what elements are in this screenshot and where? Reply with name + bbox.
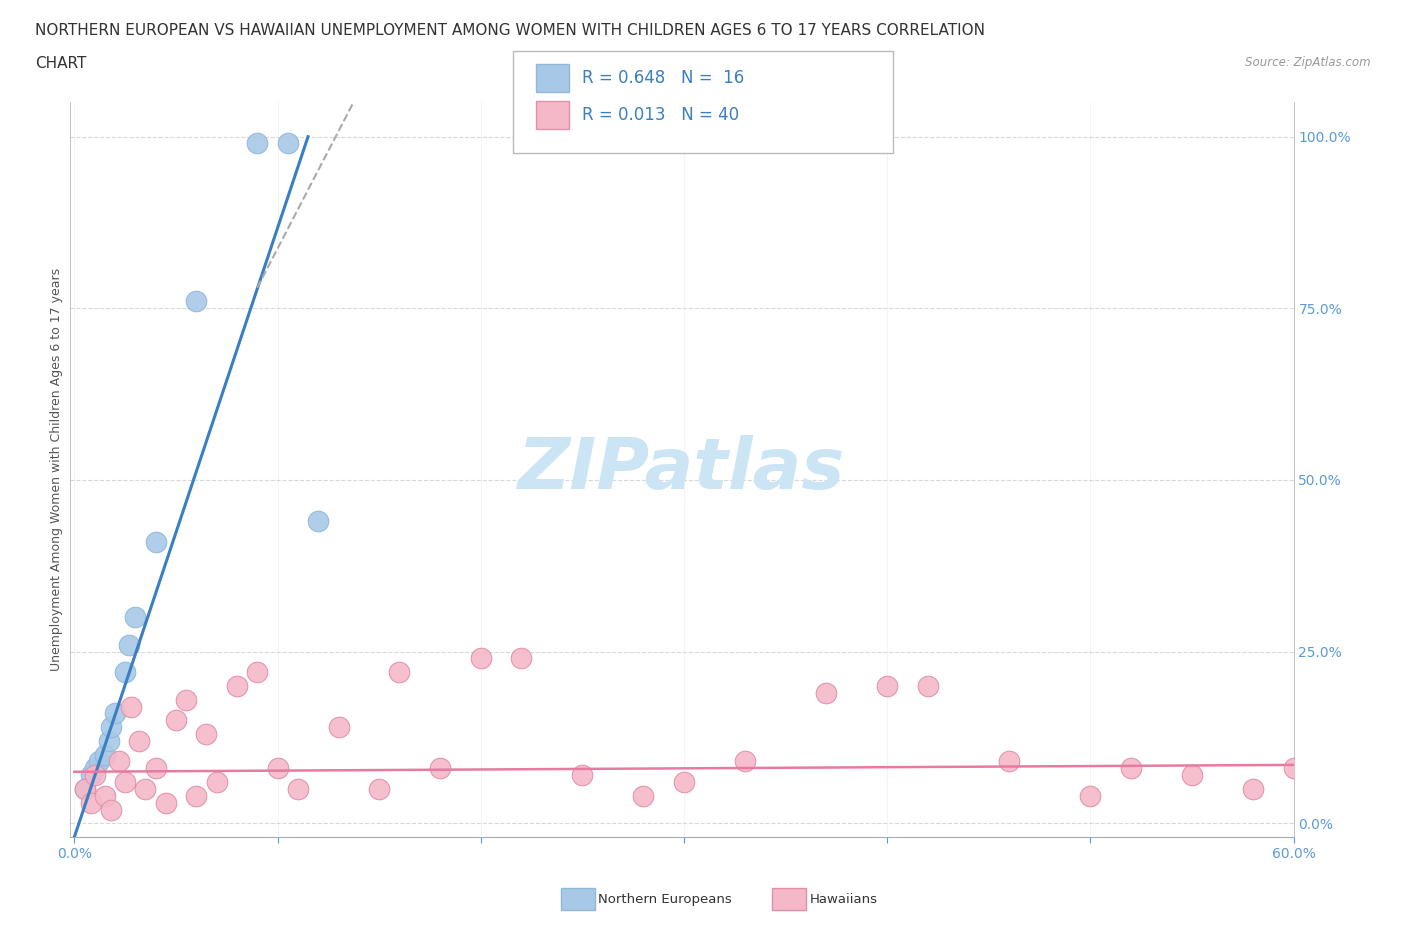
Point <box>79 795 101 810</box>
Text: Source: ZipAtlas.com: Source: ZipAtlas.com <box>1246 56 1371 69</box>
Point <box>917 679 939 694</box>
Point <box>734 754 756 769</box>
Point <box>104 706 127 721</box>
Point <box>226 679 249 694</box>
Point <box>1241 781 1264 796</box>
Point <box>1181 768 1204 783</box>
Point <box>79 768 101 783</box>
Point <box>277 136 299 151</box>
Point <box>73 781 96 796</box>
Point <box>328 720 350 735</box>
Point <box>174 692 197 707</box>
Point <box>87 754 110 769</box>
Text: Northern Europeans: Northern Europeans <box>598 893 731 906</box>
Point <box>83 768 105 783</box>
Point <box>205 775 228 790</box>
Point <box>120 699 142 714</box>
Point <box>83 761 105 776</box>
Point <box>510 651 533 666</box>
Point <box>876 679 898 694</box>
Point <box>100 802 122 817</box>
Point <box>368 781 391 796</box>
Point <box>124 610 146 625</box>
Text: R = 0.648   N =  16: R = 0.648 N = 16 <box>582 69 744 87</box>
Point <box>195 726 218 741</box>
Point <box>94 789 117 804</box>
Point <box>100 720 122 735</box>
Point <box>998 754 1021 769</box>
Point <box>246 136 269 151</box>
Point <box>388 665 411 680</box>
Point <box>186 789 208 804</box>
Point <box>108 754 131 769</box>
Text: Hawaiians: Hawaiians <box>810 893 877 906</box>
Point <box>114 775 136 790</box>
Point <box>114 665 136 680</box>
Point <box>266 761 288 776</box>
Point <box>118 637 141 652</box>
Point <box>470 651 492 666</box>
Point <box>672 775 695 790</box>
Point <box>155 795 177 810</box>
Point <box>94 747 117 762</box>
Point <box>165 712 187 727</box>
Text: NORTHERN EUROPEAN VS HAWAIIAN UNEMPLOYMENT AMONG WOMEN WITH CHILDREN AGES 6 TO 1: NORTHERN EUROPEAN VS HAWAIIAN UNEMPLOYME… <box>35 23 986 38</box>
Point <box>97 734 120 749</box>
Point <box>429 761 451 776</box>
Point <box>571 768 593 783</box>
Point <box>1282 761 1305 776</box>
Point <box>145 535 167 550</box>
Point <box>145 761 167 776</box>
Point <box>633 789 655 804</box>
Text: R = 0.013   N = 40: R = 0.013 N = 40 <box>582 106 740 125</box>
Y-axis label: Unemployment Among Women with Children Ages 6 to 17 years: Unemployment Among Women with Children A… <box>51 268 63 671</box>
Point <box>246 665 269 680</box>
Point <box>815 685 838 700</box>
Point <box>287 781 309 796</box>
Point <box>73 781 96 796</box>
Text: ZIPatlas: ZIPatlas <box>519 435 845 504</box>
Point <box>1119 761 1142 776</box>
Point <box>128 734 150 749</box>
Point <box>134 781 156 796</box>
Point <box>186 294 208 309</box>
Point <box>307 513 329 528</box>
Point <box>1078 789 1101 804</box>
Text: CHART: CHART <box>35 56 87 71</box>
